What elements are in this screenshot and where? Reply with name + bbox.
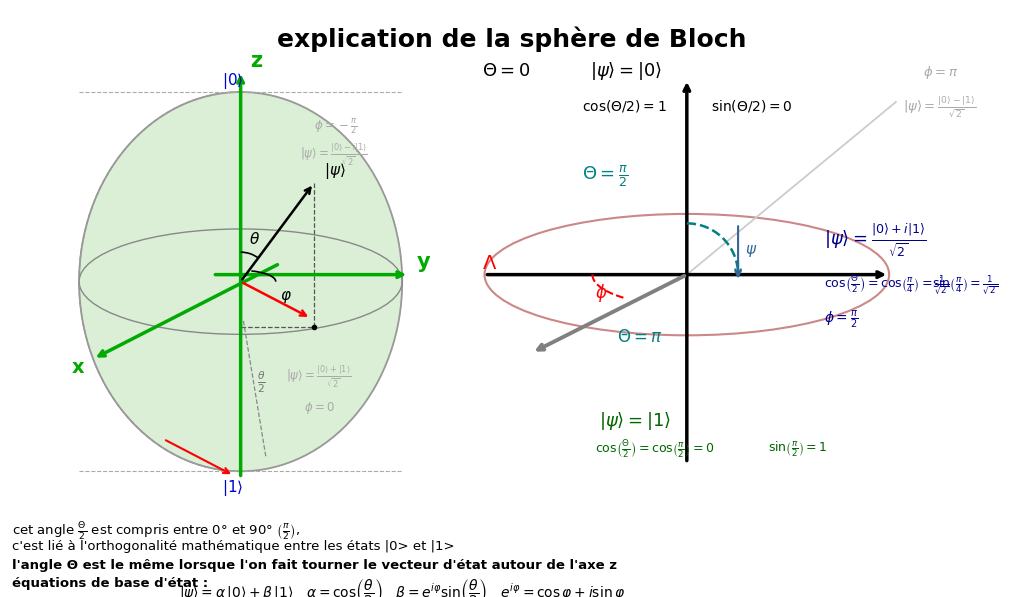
Text: $\cos\!\left(\frac{\Theta}{2}\right) = \cos\!\left(\frac{\pi}{2}\right) = 0$: $\cos\!\left(\frac{\Theta}{2}\right) = \… [595, 438, 715, 460]
Text: $\phi = 0$: $\phi = 0$ [304, 400, 335, 416]
Text: équations de base d'état :: équations de base d'état : [12, 577, 209, 590]
Text: $\cos(\Theta/2) = 1$: $\cos(\Theta/2) = 1$ [582, 97, 667, 113]
Text: $\theta$: $\theta$ [249, 230, 260, 247]
Text: $\Lambda$: $\Lambda$ [482, 254, 497, 273]
Text: $\cos\!\left(\frac{\Theta}{2}\right) = \cos\!\left(\frac{\pi}{4}\right) = \frac{: $\cos\!\left(\frac{\Theta}{2}\right) = \… [824, 274, 950, 297]
Text: $\frac{\theta}{2}$: $\frac{\theta}{2}$ [257, 370, 266, 395]
Ellipse shape [79, 92, 402, 471]
Text: $\varphi$: $\varphi$ [280, 289, 292, 305]
Text: l'angle Θ est le même lorsque l'on fait tourner le vecteur d'état autour de l'ax: l'angle Θ est le même lorsque l'on fait … [12, 559, 617, 572]
Text: $|1\rangle$: $|1\rangle$ [222, 478, 244, 498]
Text: $\sin\!\left(\frac{\pi}{2}\right) = 1$: $\sin\!\left(\frac{\pi}{2}\right) = 1$ [768, 440, 827, 459]
Text: $\sin\!\left(\frac{\pi}{4}\right) = \frac{1}{\sqrt{2}}$: $\sin\!\left(\frac{\pi}{4}\right) = \fra… [932, 274, 998, 297]
Text: z: z [251, 51, 262, 70]
Text: y: y [416, 251, 430, 272]
Text: $\phi = \frac{\pi}{2}$: $\phi = \frac{\pi}{2}$ [824, 309, 859, 330]
Text: $\Theta = 0$: $\Theta = 0$ [482, 62, 530, 81]
Text: $|\psi\rangle = \frac{|0\rangle - |1\rangle}{\sqrt{2}}$: $|\psi\rangle = \frac{|0\rangle - |1\ran… [902, 94, 976, 119]
Text: $\phi = \pi$: $\phi = \pi$ [923, 64, 958, 81]
Text: explication de la sphère de Bloch: explication de la sphère de Bloch [278, 27, 746, 53]
Text: cet angle $\frac{\Theta}{2}$ est compris entre 0° et 90° $\left(\frac{\pi}{2}\ri: cet angle $\frac{\Theta}{2}$ est compris… [12, 521, 300, 543]
Text: $\phi = -\frac{\pi}{2}$: $\phi = -\frac{\pi}{2}$ [313, 118, 357, 137]
Text: $\sin(\Theta/2) = 0$: $\sin(\Theta/2) = 0$ [711, 97, 793, 113]
Text: x: x [72, 358, 85, 377]
Text: $\psi$: $\psi$ [744, 244, 757, 259]
Text: $|\psi\rangle = \frac{|0\rangle + i|1\rangle}{\sqrt{2}}$: $|\psi\rangle = \frac{|0\rangle + i|1\ra… [824, 223, 927, 259]
Text: $\Theta = \frac{\pi}{2}$: $\Theta = \frac{\pi}{2}$ [582, 164, 628, 189]
Text: $|\psi\rangle = |0\rangle$: $|\psi\rangle = |0\rangle$ [590, 60, 662, 82]
Text: $|\psi\rangle = \frac{|0\rangle - i|1\rangle}{\sqrt{2}}$: $|\psi\rangle = \frac{|0\rangle - i|1\ra… [300, 142, 368, 168]
Text: $\phi$: $\phi$ [595, 282, 607, 303]
Text: $\Theta = \pi$: $\Theta = \pi$ [616, 328, 663, 346]
Text: $|\psi\rangle = \frac{|0\rangle + |1\rangle}{\sqrt{2}}$: $|\psi\rangle = \frac{|0\rangle + |1\ran… [286, 364, 351, 390]
Text: $|\psi\rangle$: $|\psi\rangle$ [324, 161, 345, 181]
Text: $|0\rangle$: $|0\rangle$ [222, 71, 244, 91]
Text: $|\psi\rangle = |1\rangle$: $|\psi\rangle = |1\rangle$ [599, 410, 671, 432]
Text: c'est lié à l'orthogonalité mathématique entre les états |0> et |1>: c'est lié à l'orthogonalité mathématique… [12, 540, 455, 553]
Text: $|\psi\rangle = \alpha\,|0\rangle + \beta\,|1\rangle$$\quad\alpha = \cos\!\left(: $|\psi\rangle = \alpha\,|0\rangle + \bet… [179, 577, 626, 597]
